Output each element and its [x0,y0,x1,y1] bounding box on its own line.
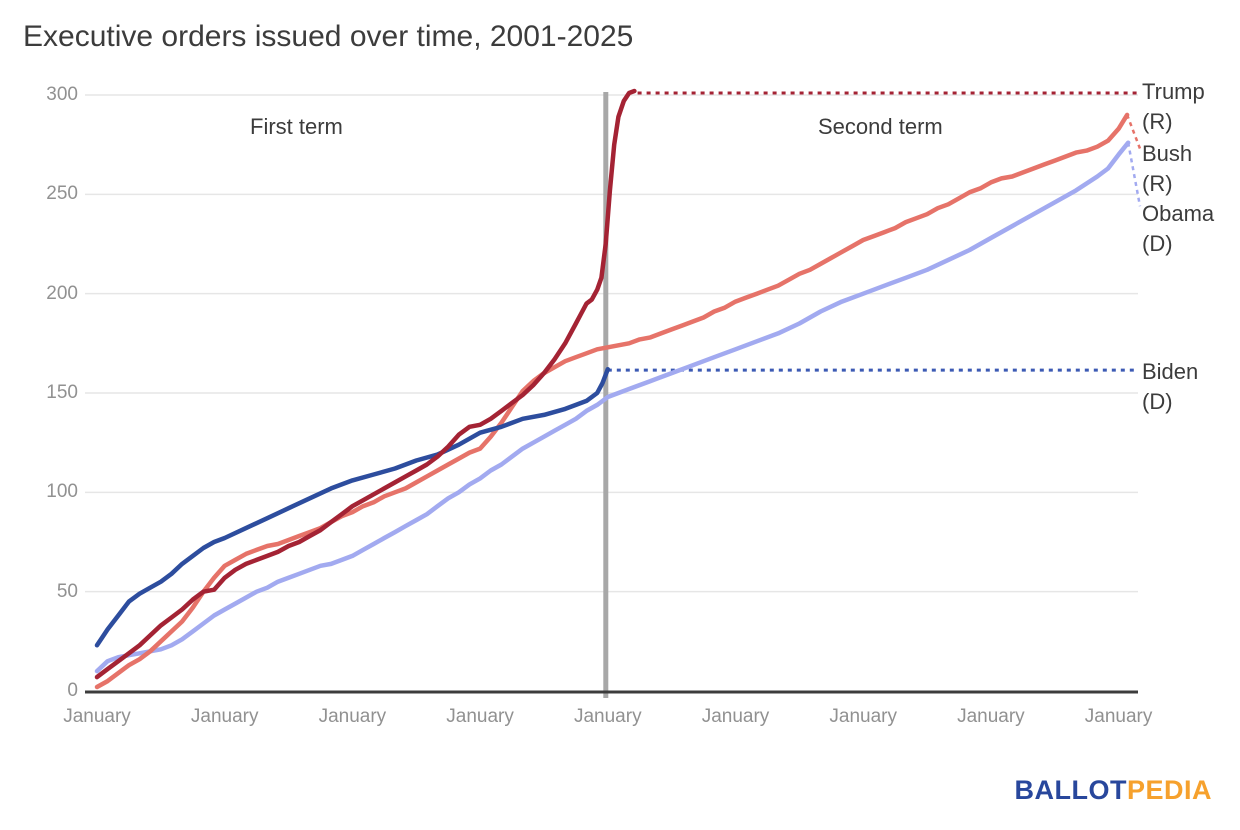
legend-label-biden: Biden (D) [1142,357,1198,417]
bush-line [94,112,1130,690]
ballotpedia-logo: BALLOTPEDIA [1014,775,1212,806]
second-term-annotation: Second term [818,114,943,139]
trump-line [94,88,637,680]
legend-trump-name: Trump [1142,79,1205,104]
legend-biden-name: Biden [1142,359,1199,384]
x-axis-tick-label-9: January [1084,706,1153,727]
x-axis-tick-label-3: January [318,706,387,727]
obama-leader-line [1126,142,1142,207]
x-axis-tick-label-7: January [829,706,897,727]
legend-bush-name: Bush [1142,141,1193,166]
y-axis-tick-label-50: 50 [56,580,78,602]
x-axis-tick-label-6: January [701,706,770,727]
legend-biden-party: (D) [1142,389,1173,414]
legend-bush-party: (R) [1142,171,1173,196]
x-axis-tick-label-4: January [446,706,514,727]
x-axis-tick-label-1: January [63,706,131,727]
legend-obama-name: Obama [1142,201,1215,226]
ballotpedia-logo-ballot: BALLOT [1014,775,1127,805]
x-axis-tick-label-2: January [190,706,259,727]
legend-obama-party: (D) [1142,231,1173,256]
first-term-annotation: First term [250,114,343,139]
bush-leader-line [1125,114,1142,150]
x-axis-tick-label-5: January [573,706,642,727]
y-axis-tick-label-150: 150 [46,381,78,403]
legend-label-bush: Bush (R) [1142,139,1192,199]
biden-line [94,366,611,648]
y-axis-tick-label-100: 100 [46,481,78,503]
legend-label-trump: Trump (R) [1142,77,1205,137]
legend-trump-party: (R) [1142,109,1173,134]
ballotpedia-logo-pedia: PEDIA [1126,775,1212,805]
legend-label-obama: Obama (D) [1142,199,1214,259]
y-axis-tick-label-300: 300 [46,83,78,105]
y-axis-tick-label-200: 200 [46,282,78,304]
chart-title: Executive orders issued over time, 2001-… [23,20,634,53]
y-axis-tick-label-250: 250 [46,183,78,205]
y-axis-tick-label-0: 0 [67,680,78,701]
obama-line [94,140,1131,674]
x-axis-tick-label-8: January [957,706,1025,727]
